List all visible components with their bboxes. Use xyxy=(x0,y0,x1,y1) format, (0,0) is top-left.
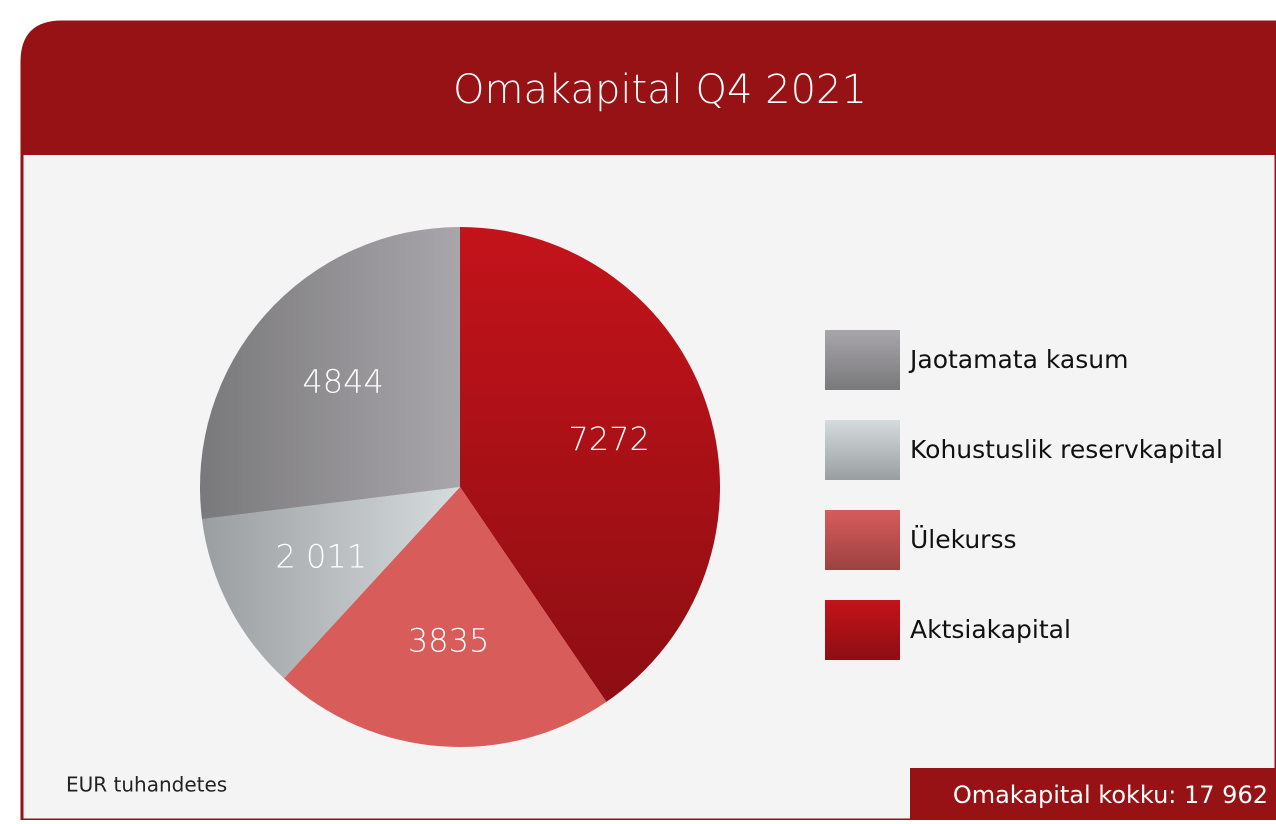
header xyxy=(22,22,1276,155)
slice-label: 2 011 xyxy=(275,537,367,575)
legend-swatch xyxy=(825,420,900,480)
legend-label: Jaotamata kasum xyxy=(908,345,1128,374)
pie-slice xyxy=(283,487,607,748)
legend-swatch xyxy=(825,330,900,390)
slice-label: 3835 xyxy=(408,622,489,660)
legend-label: Kohustuslik reservkapital xyxy=(910,435,1223,464)
legend-swatch xyxy=(825,510,900,570)
pie-slice xyxy=(200,227,461,520)
pie-slice xyxy=(201,487,460,679)
unit-note: EUR tuhandetes xyxy=(66,773,227,797)
chart-title: Omakapital Q4 2021 xyxy=(453,67,867,113)
total-box xyxy=(910,768,1276,820)
slice-label: 4844 xyxy=(302,363,383,401)
legend-label: Ülekurss xyxy=(910,525,1017,554)
pie-slice xyxy=(460,227,720,702)
total-label: Omakapital kokku: 17 962 xyxy=(953,781,1268,809)
slice-label: 7272 xyxy=(568,420,649,458)
legend-swatch xyxy=(825,600,900,660)
legend-label: Aktsiakapital xyxy=(910,615,1071,644)
